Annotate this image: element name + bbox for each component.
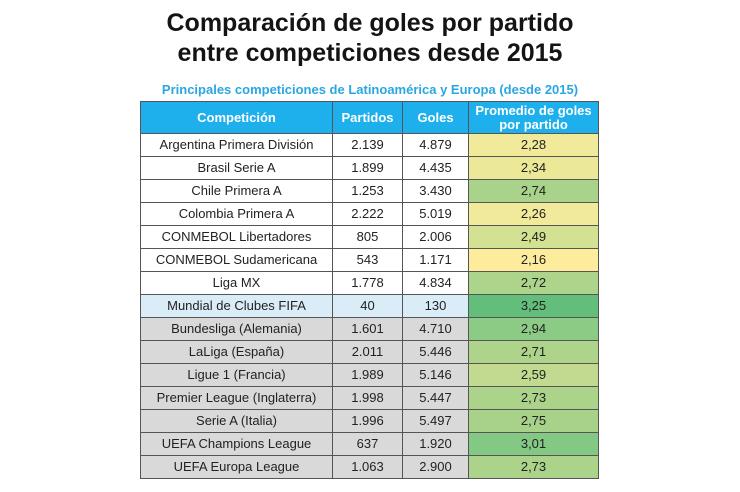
average-cell: 2,16	[468, 248, 599, 272]
goals-cell: 2.006	[402, 225, 469, 249]
matches-cell: 1.063	[332, 455, 403, 479]
competition-cell: Colombia Primera A	[140, 202, 333, 226]
competition-cell: Argentina Primera División	[140, 133, 333, 157]
matches-cell: 2.011	[332, 340, 403, 364]
competition-cell: LaLiga (España)	[140, 340, 333, 364]
average-cell: 2,59	[468, 363, 599, 387]
table-row: LaLiga (España) 2.011 5.446 2,71	[140, 340, 599, 364]
goals-cell: 4.710	[402, 317, 469, 341]
title-line-2: entre competiciones desde 2015	[177, 39, 563, 67]
table-subtitle: Principales competiciones de Latinoaméri…	[161, 82, 579, 97]
average-cell: 2,49	[468, 225, 599, 249]
matches-cell: 2.139	[332, 133, 403, 157]
goals-cell: 5.446	[402, 340, 469, 364]
header-goals: Goles	[402, 101, 469, 134]
average-cell: 2,73	[468, 386, 599, 410]
table-row: Premier League (Inglaterra) 1.998 5.447 2,7…	[140, 386, 599, 410]
table-row: Ligue 1 (Francia) 1.989 5.146 2,59	[140, 363, 599, 387]
table-row: UEFA Champions League 637 1.920 3,01	[140, 432, 599, 456]
average-cell: 2,73	[468, 455, 599, 479]
goals-cell: 3.430	[402, 179, 469, 203]
matches-cell: 1.998	[332, 386, 403, 410]
table-row: Serie A (Italia) 1.996 5.497 2,75	[140, 409, 599, 433]
goals-cell: 5.146	[402, 363, 469, 387]
matches-cell: 1.253	[332, 179, 403, 203]
matches-cell: 1.989	[332, 363, 403, 387]
competition-cell: Liga MX	[140, 271, 333, 295]
table-body: Argentina Primera División 2.139 4.879 2,28…	[140, 133, 599, 479]
competition-cell: Brasil Serie A	[140, 156, 333, 180]
page-title: Comparación de goles por partido entre c…	[0, 8, 740, 68]
competition-cell: Premier League (Inglaterra)	[140, 386, 333, 410]
table-row: Brasil Serie A 1.899 4.435 2,34	[140, 156, 599, 180]
header-matches: Partidos	[332, 101, 403, 134]
matches-cell: 2.222	[332, 202, 403, 226]
matches-cell: 543	[332, 248, 403, 272]
matches-cell: 637	[332, 432, 403, 456]
average-cell: 3,01	[468, 432, 599, 456]
goals-cell: 5.447	[402, 386, 469, 410]
table-row: Argentina Primera División 2.139 4.879 2,28	[140, 133, 599, 157]
average-cell: 3,25	[468, 294, 599, 318]
matches-cell: 40	[332, 294, 403, 318]
matches-cell: 1.601	[332, 317, 403, 341]
header-average: Promedio de goles por partido	[468, 101, 599, 134]
average-cell: 2,94	[468, 317, 599, 341]
goals-cell: 4.879	[402, 133, 469, 157]
goals-cell: 2.900	[402, 455, 469, 479]
matches-cell: 1.996	[332, 409, 403, 433]
average-cell: 2,72	[468, 271, 599, 295]
matches-cell: 805	[332, 225, 403, 249]
table-row: Chile Primera A 1.253 3.430 2,74	[140, 179, 599, 203]
table-header-row: Competición Partidos Goles Promedio de g…	[140, 101, 599, 134]
table-row: CONMEBOL Libertadores 805 2.006 2,49	[140, 225, 599, 249]
average-cell: 2,34	[468, 156, 599, 180]
competition-cell: CONMEBOL Libertadores	[140, 225, 333, 249]
title-line-1: Comparación de goles por partido	[166, 9, 574, 37]
table-row: Colombia Primera A 2.222 5.019 2,26	[140, 202, 599, 226]
goals-cell: 5.497	[402, 409, 469, 433]
table-row: CONMEBOL Sudamericana 543 1.171 2,16	[140, 248, 599, 272]
average-cell: 2,71	[468, 340, 599, 364]
matches-cell: 1.899	[332, 156, 403, 180]
table-row: UEFA Europa League 1.063 2.900 2,73	[140, 455, 599, 479]
competition-cell: Chile Primera A	[140, 179, 333, 203]
competition-cell: UEFA Champions League	[140, 432, 333, 456]
goals-cell: 1.171	[402, 248, 469, 272]
goals-cell: 4.435	[402, 156, 469, 180]
competition-cell: Mundial de Clubes FIFA	[140, 294, 333, 318]
matches-cell: 1.778	[332, 271, 403, 295]
table-row: Bundesliga (Alemania) 1.601 4.710 2,94	[140, 317, 599, 341]
competition-cell: CONMEBOL Sudamericana	[140, 248, 333, 272]
average-cell: 2,75	[468, 409, 599, 433]
competition-cell: Serie A (Italia)	[140, 409, 333, 433]
competition-cell: UEFA Europa League	[140, 455, 333, 479]
goals-cell: 5.019	[402, 202, 469, 226]
average-cell: 2,74	[468, 179, 599, 203]
goals-cell: 1.920	[402, 432, 469, 456]
header-competition: Competición	[140, 101, 333, 134]
competition-cell: Ligue 1 (Francia)	[140, 363, 333, 387]
competition-cell: Bundesliga (Alemania)	[140, 317, 333, 341]
table-row: Mundial de Clubes FIFA 40 130 3,25	[140, 294, 599, 318]
average-cell: 2,26	[468, 202, 599, 226]
goals-cell: 130	[402, 294, 469, 318]
average-cell: 2,28	[468, 133, 599, 157]
goals-cell: 4.834	[402, 271, 469, 295]
table-row: Liga MX 1.778 4.834 2,72	[140, 271, 599, 295]
goals-table: Competición Partidos Goles Promedio de g…	[140, 101, 599, 479]
